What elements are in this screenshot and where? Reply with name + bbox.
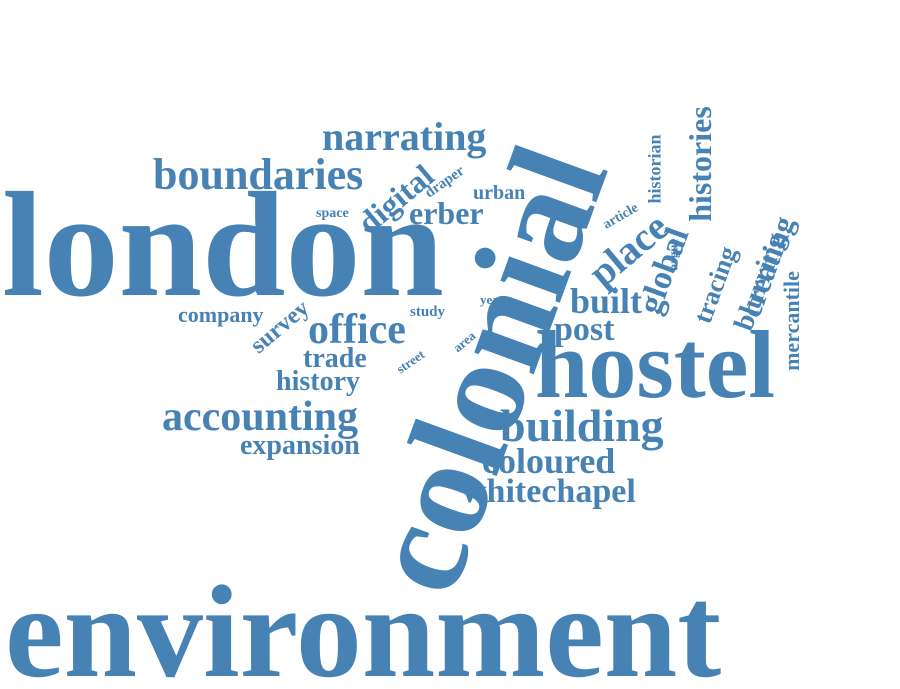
word-space: space	[316, 206, 349, 221]
word-accounting: accounting	[162, 394, 359, 440]
word-boundaries: boundaries	[153, 150, 364, 199]
word-building: building	[500, 400, 664, 451]
word-trade: trade	[303, 343, 367, 374]
word-environment: environment	[5, 558, 722, 689]
word-year: year	[480, 292, 505, 307]
word-expansion: expansion	[240, 430, 360, 461]
word-post: post	[554, 311, 615, 348]
word-argue: argue	[665, 238, 681, 271]
word-whitechapel: whitechapel	[462, 473, 636, 510]
word-hostel: hostel	[535, 311, 775, 418]
word-history: history	[276, 366, 360, 397]
word-study: study	[410, 304, 446, 320]
word-coloured: coloured	[482, 441, 616, 481]
word-urban: urban	[473, 182, 526, 204]
word-historian: historian	[644, 134, 665, 204]
word-mercantile: mercantile	[778, 271, 804, 371]
word-office: office	[308, 307, 406, 353]
word-narrating: narrating	[322, 114, 487, 159]
word-built: built	[570, 281, 643, 321]
word-erber: erber	[409, 195, 484, 231]
word-london: london	[2, 162, 444, 328]
word-histories: histories	[681, 106, 718, 222]
word-company: company	[178, 302, 264, 327]
